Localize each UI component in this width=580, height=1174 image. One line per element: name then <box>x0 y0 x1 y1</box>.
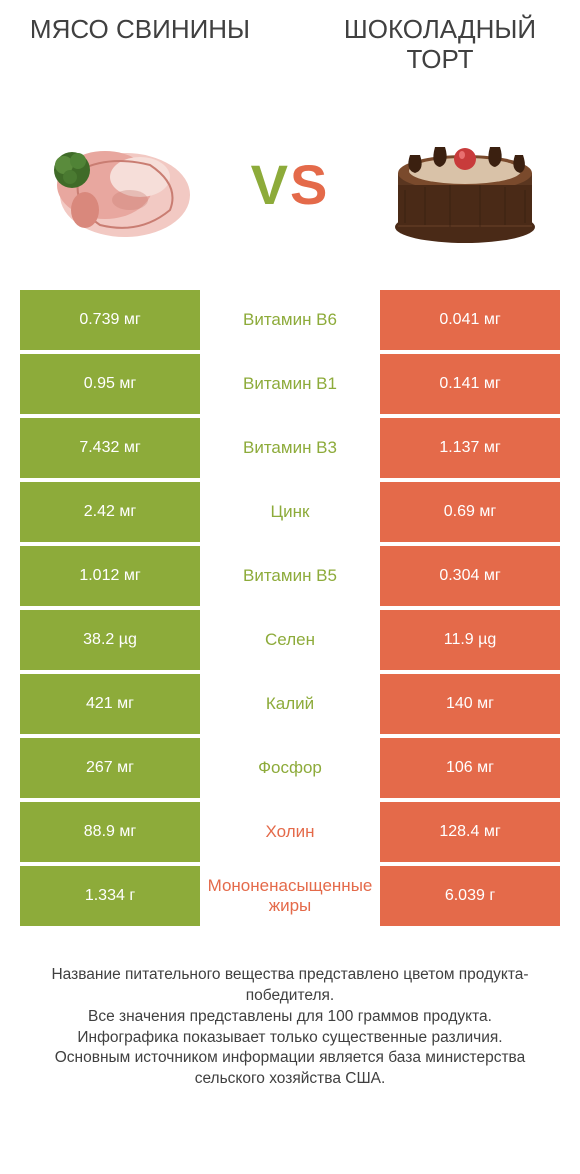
vs-row: VS <box>0 85 580 290</box>
nutrient-label: Селен <box>200 610 380 670</box>
right-value: 106 мг <box>380 738 560 798</box>
left-value: 38.2 µg <box>20 610 200 670</box>
left-value: 267 мг <box>20 738 200 798</box>
nutrient-label: Цинк <box>200 482 380 542</box>
left-product-title: МЯСО СВИНИНЫ <box>20 15 260 75</box>
left-value: 1.334 г <box>20 866 200 926</box>
nutrient-label: Витамин B5 <box>200 546 380 606</box>
nutrient-label: Витамин B6 <box>200 290 380 350</box>
footer-line: Название питательного вещества представл… <box>25 965 555 1007</box>
right-value: 6.039 г <box>380 866 560 926</box>
table-row: 2.42 мгЦинк0.69 мг <box>20 482 560 542</box>
table-row: 1.012 мгВитамин B50.304 мг <box>20 546 560 606</box>
table-row: 421 мгКалий140 мг <box>20 674 560 734</box>
table-row: 7.432 мгВитамин B31.137 мг <box>20 418 560 478</box>
right-value: 128.4 мг <box>380 802 560 862</box>
table-row: 1.334 гМононенасыщенные жиры6.039 г <box>20 866 560 926</box>
nutrient-label: Калий <box>200 674 380 734</box>
right-value: 1.137 мг <box>380 418 560 478</box>
vs-label: VS <box>251 152 330 217</box>
header: МЯСО СВИНИНЫ ШОКОЛАДНЫЙ ТОРТ <box>0 0 580 85</box>
footer-line: Инфографика показывает только существенн… <box>25 1028 555 1049</box>
left-value: 421 мг <box>20 674 200 734</box>
footer-line: Все значения представлены для 100 граммо… <box>25 1007 555 1028</box>
right-value: 0.304 мг <box>380 546 560 606</box>
footer-notes: Название питательного вещества представл… <box>0 930 580 1091</box>
right-product-title: ШОКОЛАДНЫЙ ТОРТ <box>320 15 560 75</box>
nutrient-label: Холин <box>200 802 380 862</box>
left-value: 88.9 мг <box>20 802 200 862</box>
left-value: 1.012 мг <box>20 546 200 606</box>
right-value: 0.69 мг <box>380 482 560 542</box>
table-row: 38.2 µgСелен11.9 µg <box>20 610 560 670</box>
table-row: 0.95 мгВитамин B10.141 мг <box>20 354 560 414</box>
table-row: 267 мгФосфор106 мг <box>20 738 560 798</box>
nutrient-label: Витамин B3 <box>200 418 380 478</box>
comparison-table: 0.739 мгВитамин B60.041 мг0.95 мгВитамин… <box>0 290 580 926</box>
left-value: 7.432 мг <box>20 418 200 478</box>
nutrient-label: Витамин B1 <box>200 354 380 414</box>
pork-image <box>30 115 200 255</box>
left-value: 0.95 мг <box>20 354 200 414</box>
table-row: 0.739 мгВитамин B60.041 мг <box>20 290 560 350</box>
right-value: 0.141 мг <box>380 354 560 414</box>
table-row: 88.9 мгХолин128.4 мг <box>20 802 560 862</box>
left-value: 0.739 мг <box>20 290 200 350</box>
footer-line: Основным источником информации является … <box>25 1048 555 1090</box>
right-value: 140 мг <box>380 674 560 734</box>
nutrient-label: Фосфор <box>200 738 380 798</box>
cake-image <box>380 115 550 255</box>
nutrient-label: Мононенасыщенные жиры <box>200 866 380 926</box>
right-value: 11.9 µg <box>380 610 560 670</box>
left-value: 2.42 мг <box>20 482 200 542</box>
right-value: 0.041 мг <box>380 290 560 350</box>
